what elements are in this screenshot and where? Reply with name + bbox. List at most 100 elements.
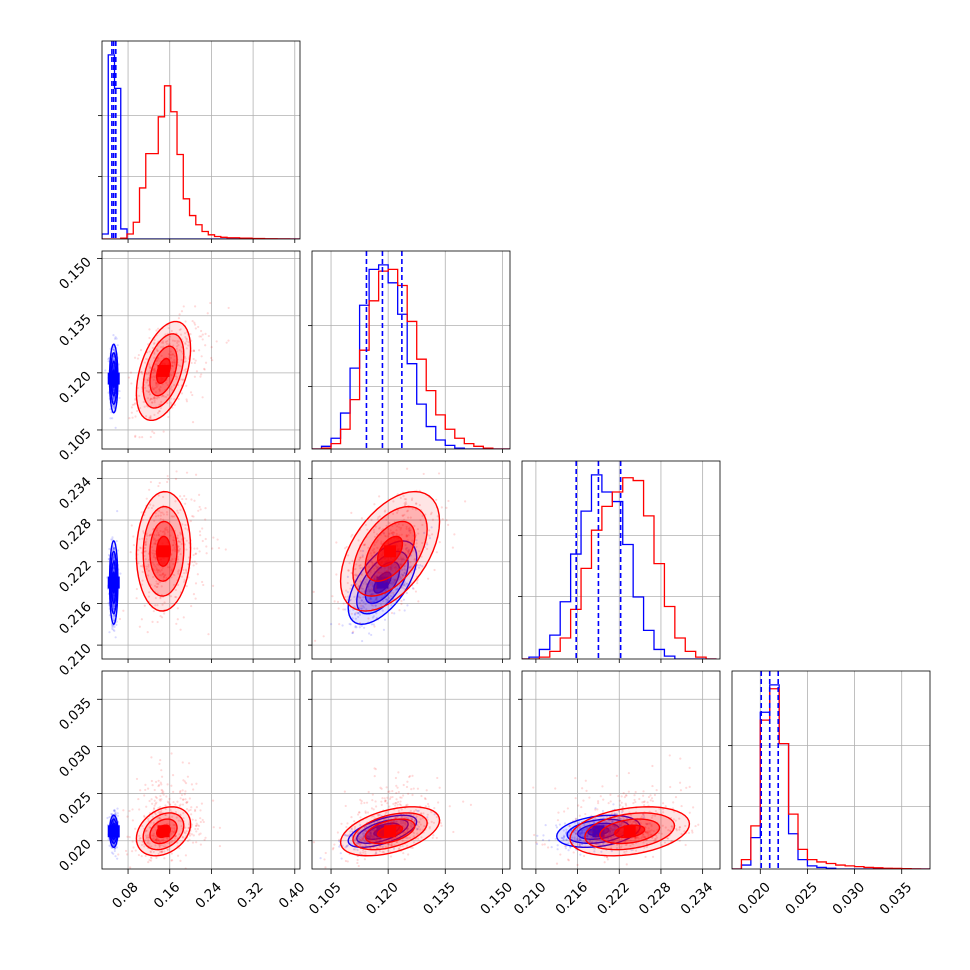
scatter-point: [383, 567, 386, 570]
scatter-point: [173, 827, 176, 830]
scatter-point: [198, 833, 201, 836]
scatter-point: [158, 844, 162, 847]
scatter-point: [410, 571, 413, 574]
scatter-point: [402, 514, 405, 517]
scatter-point: [402, 813, 405, 817]
scatter-point: [144, 839, 147, 842]
scatter-point: [204, 361, 208, 364]
scatter-point: [372, 592, 375, 595]
scatter-point: [171, 815, 174, 818]
scatter-point: [134, 849, 137, 852]
scatter-point: [218, 826, 222, 829]
scatter-point: [567, 849, 570, 852]
scatter-point: [418, 821, 421, 824]
scatter-point: [395, 801, 398, 805]
scatter-point: [171, 830, 174, 833]
scatter-point: [171, 353, 174, 356]
scatter-point: [396, 511, 399, 514]
scatter-point: [645, 831, 648, 834]
scatter-point: [112, 557, 115, 560]
scatter-point: [155, 534, 158, 537]
scatter-point: [210, 346, 213, 349]
scatter-point: [156, 569, 160, 572]
scatter-point: [404, 498, 408, 501]
scatter-point: [608, 826, 611, 830]
scatter-point: [342, 602, 345, 605]
scatter-point: [393, 579, 396, 582]
scatter-point: [116, 344, 119, 347]
scatter-point: [112, 348, 115, 351]
scatter-point: [403, 498, 406, 501]
scatter-point: [391, 524, 394, 528]
scatter-point: [138, 394, 141, 397]
scatter-point: [151, 387, 155, 391]
scatter-point: [171, 544, 175, 547]
scatter-point: [428, 529, 431, 532]
scatter-point: [201, 527, 204, 530]
scatter-point: [375, 578, 379, 581]
scatter-point: [373, 836, 376, 839]
scatter-point: [369, 836, 372, 839]
scatter-point: [149, 397, 153, 400]
scatter-point: [143, 386, 146, 389]
scatter-point: [166, 383, 169, 387]
scatter-point: [156, 620, 159, 624]
scatter-point: [373, 503, 376, 506]
scatter-point: [162, 495, 165, 499]
scatter-point: [634, 800, 637, 804]
scatter-point: [542, 834, 545, 837]
scatter-point: [130, 411, 133, 414]
scatter-point: [362, 835, 365, 838]
scatter-point: [643, 816, 646, 819]
scatter-point: [193, 321, 196, 324]
scatter-point: [648, 822, 651, 825]
scatter-point: [144, 541, 147, 544]
scatter-point: [112, 617, 116, 620]
scatter-point: [171, 364, 174, 368]
scatter-point: [363, 543, 367, 546]
scatter-point: [374, 838, 377, 841]
scatter-point: [582, 839, 585, 843]
scatter-point: [146, 630, 149, 634]
scatter-point: [361, 555, 364, 559]
scatter-point: [135, 409, 139, 413]
scatter-point: [391, 837, 394, 840]
scatter-point: [375, 597, 378, 601]
scatter-point: [127, 376, 131, 379]
scatter-point: [148, 799, 151, 803]
scatter-point: [573, 836, 576, 839]
scatter-point: [194, 552, 198, 555]
scatter-point: [172, 539, 175, 542]
scatter-point: [382, 532, 386, 535]
scatter-point: [388, 566, 391, 570]
scatter-point: [646, 831, 649, 834]
scatter-point: [113, 629, 116, 632]
scatter-point: [114, 855, 117, 858]
scatter-point: [572, 851, 575, 854]
scatter-point: [535, 842, 539, 846]
scatter-point: [359, 596, 362, 599]
scatter-point: [158, 817, 161, 820]
scatter-point: [157, 494, 160, 497]
scatter-point: [424, 513, 427, 516]
scatter-point: [115, 623, 118, 626]
scatter-point: [390, 844, 393, 847]
scatter-point: [421, 565, 424, 568]
scatter-point: [170, 827, 173, 830]
scatter-point: [177, 540, 180, 543]
scatter-point: [630, 849, 633, 852]
scatter-point: [176, 339, 179, 343]
scatter-point: [161, 530, 164, 534]
scatter-point: [406, 830, 409, 833]
scatter-point: [164, 333, 167, 336]
scatter-point: [160, 354, 163, 357]
scatter-point: [167, 352, 171, 356]
scatter-point: [367, 546, 370, 549]
scatter-point: [174, 500, 177, 503]
scatter-point: [185, 384, 188, 387]
scatter-point: [108, 547, 111, 551]
scatter-point: [426, 816, 429, 819]
scatter-point: [644, 822, 647, 825]
scatter-point: [152, 388, 155, 391]
scatter-point: [149, 859, 153, 862]
